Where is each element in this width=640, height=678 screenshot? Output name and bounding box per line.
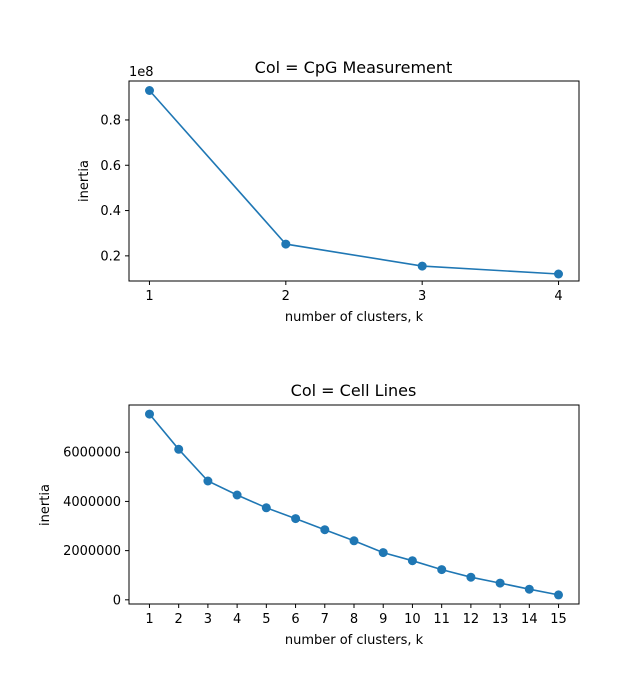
x-tick-label: 1 <box>145 612 153 627</box>
x-tick-label: 5 <box>262 612 270 627</box>
data-point <box>524 584 534 594</box>
x-tick-label: 4 <box>233 612 241 627</box>
x-tick-label: 10 <box>404 612 421 627</box>
y-axis-ticks: 0.2 0.4 0.6 0.8 <box>100 113 129 264</box>
plot-area <box>145 409 563 600</box>
x-tick-label: 15 <box>550 612 567 627</box>
x-tick-label: 11 <box>433 612 450 627</box>
x-tick-label: 13 <box>492 612 509 627</box>
chart-title: Col = Cell Lines <box>291 381 417 400</box>
x-tick-label: 14 <box>521 612 538 627</box>
series-line <box>148 413 559 596</box>
data-point <box>378 548 388 558</box>
series-line <box>148 89 559 275</box>
data-point <box>437 565 447 575</box>
data-point <box>417 261 427 271</box>
data-point <box>554 590 563 600</box>
data-point <box>407 556 417 566</box>
data-point <box>145 86 154 95</box>
y-axis-ticks: 0 2000000 4000000 6000000 <box>63 446 129 608</box>
y-axis-label: inertia <box>77 160 92 202</box>
y-tick-label: 0.6 <box>100 159 121 174</box>
subplot-cpg-measurement: Col = CpG Measurement 1e8 1 2 3 4 0.2 0.4 0.6… <box>77 58 580 325</box>
y-axis-label: inertia <box>38 484 53 526</box>
x-tick-label: 8 <box>350 612 358 627</box>
y-tick-label: 0 <box>113 593 121 608</box>
data-point <box>232 490 242 500</box>
y-offset-label: 1e8 <box>129 65 154 80</box>
x-axis-ticks: 1 2 3 4 <box>145 281 563 304</box>
data-point <box>281 239 291 249</box>
x-tick-label: 1 <box>145 289 153 304</box>
x-axis-ticks: 1 2 3 4 5 6 7 8 9 10 11 12 13 14 15 <box>145 604 567 627</box>
x-tick-label: 4 <box>554 289 562 304</box>
x-tick-label: 9 <box>379 612 387 627</box>
y-tick-label: 6000000 <box>63 446 121 461</box>
y-tick-label: 2000000 <box>63 544 121 559</box>
x-tick-label: 2 <box>175 612 183 627</box>
x-axis-label: number of clusters, k <box>285 310 424 325</box>
data-point <box>145 409 154 419</box>
axes-frame <box>128 404 580 605</box>
y-tick-label: 0.4 <box>100 204 121 219</box>
data-point <box>291 514 301 524</box>
x-tick-label: 3 <box>204 612 212 627</box>
data-point <box>349 536 359 546</box>
x-tick-label: 2 <box>282 289 290 304</box>
data-point <box>174 444 184 454</box>
y-tick-label: 0.8 <box>100 113 121 128</box>
x-tick-label: 6 <box>291 612 299 627</box>
x-tick-label: 3 <box>418 289 426 304</box>
data-point <box>466 572 476 582</box>
subplot-cell-lines: Col = Cell Lines 1 2 3 4 5 6 7 8 9 10 11 12 13 14 15 0… <box>38 381 580 648</box>
y-tick-label: 0.2 <box>100 249 121 264</box>
data-point <box>261 503 271 513</box>
data-point <box>554 269 563 279</box>
plot-area <box>145 86 563 279</box>
chart-title: Col = CpG Measurement <box>255 58 453 77</box>
data-point <box>495 578 505 588</box>
axes-frame <box>128 80 580 282</box>
x-tick-label: 7 <box>321 612 329 627</box>
y-tick-label: 4000000 <box>63 495 121 510</box>
x-axis-label: number of clusters, k <box>285 633 424 648</box>
data-point <box>203 476 213 486</box>
data-point <box>320 525 330 535</box>
x-tick-label: 12 <box>463 612 480 627</box>
